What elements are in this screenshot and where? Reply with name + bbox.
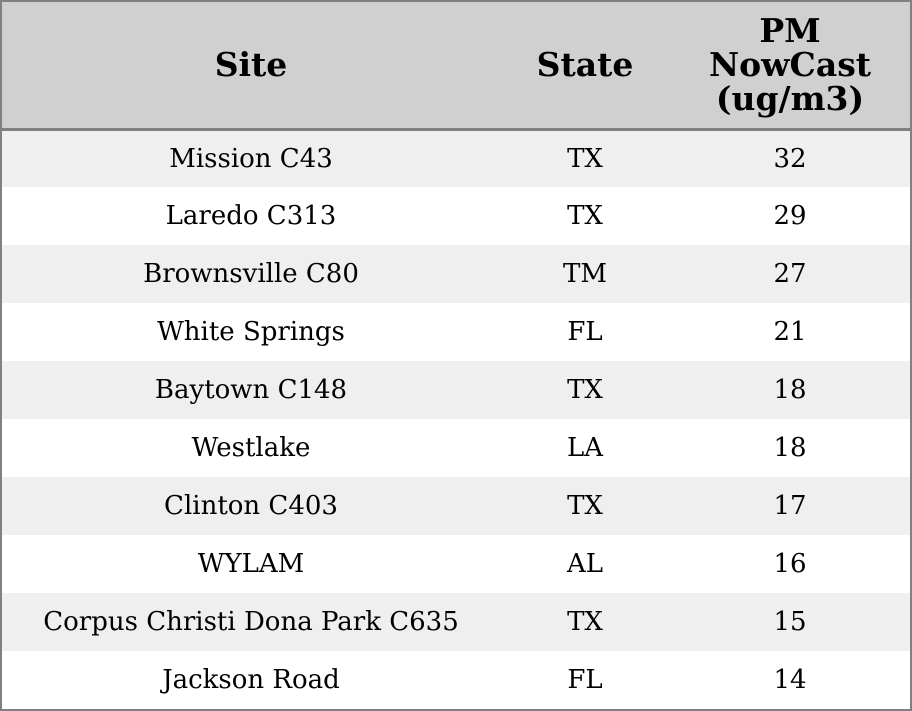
cell-pm-nowcast: 21 xyxy=(773,317,807,347)
header-pm-line-1: PM xyxy=(759,10,821,50)
cell-state: TM xyxy=(563,259,607,289)
table-row: Corpus Christi Dona Park C635 TX 15 xyxy=(2,593,910,651)
cell-site: Jackson Road xyxy=(162,665,340,695)
cell-pm-nowcast: 18 xyxy=(773,375,807,405)
header-site: Site xyxy=(2,2,500,131)
cell-state: FL xyxy=(567,317,603,347)
table-row: Jackson Road FL 14 xyxy=(2,651,910,709)
cell-site: Baytown C148 xyxy=(154,375,348,405)
table-body: Mission C43 TX 32 Laredo C313 TX 29 Brownsvill… xyxy=(2,129,910,709)
cell-state: AL xyxy=(566,549,604,579)
table-row: Clinton C403 TX 17 xyxy=(2,477,910,535)
cell-pm-nowcast: 27 xyxy=(773,259,807,289)
cell-state: TX xyxy=(567,143,603,174)
table-row: Laredo C313 TX 29 xyxy=(2,187,910,245)
table-row: Westlake LA 18 xyxy=(2,419,910,477)
cell-pm-nowcast: 29 xyxy=(773,201,807,231)
table-row: WYLAM AL 16 xyxy=(2,535,910,593)
cell-site: Westlake xyxy=(191,433,311,463)
cell-site: Brownsville C80 xyxy=(143,259,359,289)
cell-pm-nowcast: 32 xyxy=(773,143,807,174)
cell-site: Mission C43 xyxy=(169,143,333,174)
cell-pm-nowcast: 14 xyxy=(773,665,807,695)
table-row: Brownsville C80 TM 27 xyxy=(2,245,910,303)
table-header: Site State PM NowCast (ug/m3) xyxy=(2,2,910,131)
cell-pm-nowcast: 16 xyxy=(773,549,807,579)
cell-state: TX xyxy=(567,375,603,405)
cell-state: TX xyxy=(567,491,603,521)
cell-state: TX xyxy=(567,607,603,637)
table-row: Baytown C148 TX 18 xyxy=(2,361,910,419)
cell-site: White Springs xyxy=(157,317,345,347)
header-pm-line-2: NowCast xyxy=(708,44,872,84)
cell-pm-nowcast: 17 xyxy=(773,491,807,521)
cell-site: Clinton C403 xyxy=(164,491,338,521)
table-row: Mission C43 TX 32 xyxy=(2,129,910,187)
table-row: White Springs FL 21 xyxy=(2,303,910,361)
cell-pm-nowcast: 18 xyxy=(773,433,807,463)
cell-site: Corpus Christi Dona Park C635 xyxy=(43,607,459,637)
header-row: Site State PM NowCast (ug/m3) xyxy=(2,2,910,131)
header-state: State xyxy=(500,2,670,131)
header-pm-line-3: (ug/m3) xyxy=(715,78,865,118)
cell-site: WYLAM xyxy=(197,549,305,579)
cell-state: TX xyxy=(567,201,603,231)
cell-state: LA xyxy=(566,433,604,463)
cell-pm-nowcast: 15 xyxy=(773,607,807,637)
header-pm-nowcast: PM NowCast (ug/m3) xyxy=(670,2,910,131)
cell-state: FL xyxy=(567,665,603,695)
cell-site: Laredo C313 xyxy=(165,201,337,231)
